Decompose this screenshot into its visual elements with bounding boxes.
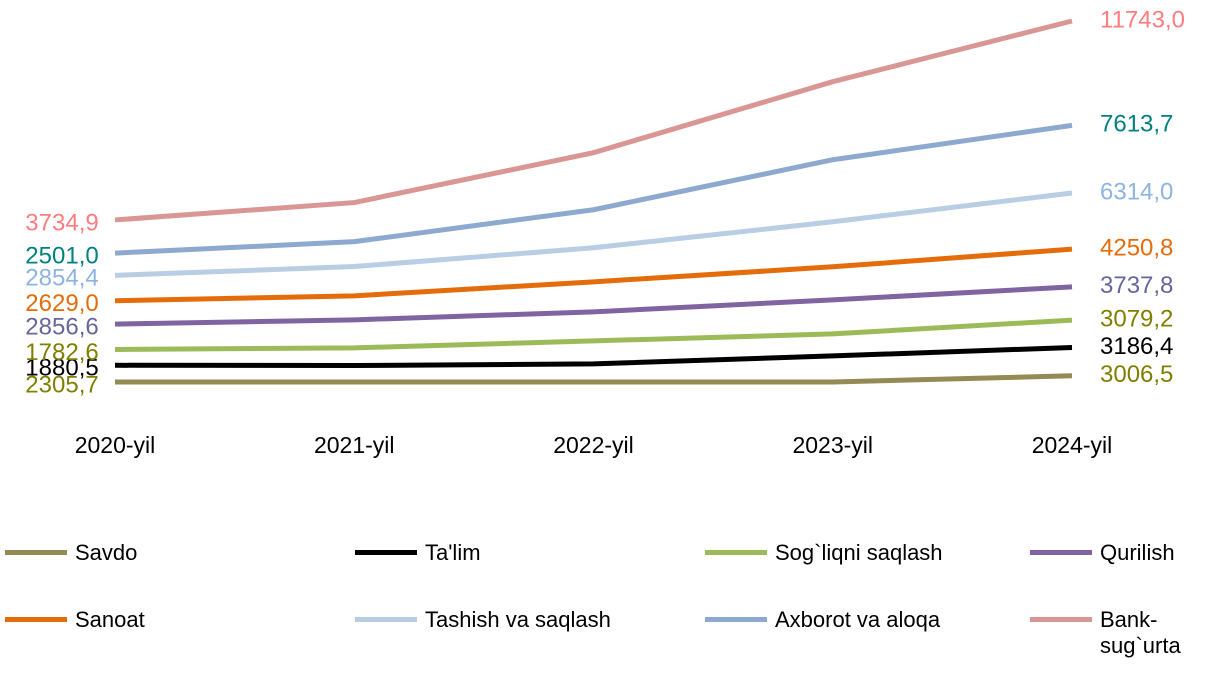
data-label: 2854,4 bbox=[25, 265, 98, 292]
series-line bbox=[114, 18, 1073, 223]
legend-swatch bbox=[355, 550, 417, 555]
data-label: 2629,0 bbox=[25, 290, 98, 317]
data-label: 1782,6 bbox=[25, 339, 98, 366]
legend-label: Savdo bbox=[75, 540, 138, 565]
series-line bbox=[114, 373, 1073, 385]
x-tick-label: 2020-yil bbox=[75, 432, 156, 458]
legend-item: Bank-sug`urta bbox=[1030, 607, 1220, 658]
data-label: 7613,7 bbox=[1100, 111, 1173, 138]
legend-swatch bbox=[1030, 550, 1092, 555]
legend-item: Savdo bbox=[5, 540, 325, 580]
data-label: 3079,2 bbox=[1100, 305, 1173, 332]
legend-item: Sanoat bbox=[5, 607, 325, 647]
legend-label: Ta'lim bbox=[425, 540, 481, 565]
x-tick-label: 2024-yil bbox=[1032, 432, 1113, 458]
legend-swatch bbox=[355, 617, 417, 622]
data-label: 3186,4 bbox=[1100, 333, 1173, 360]
x-tick-label: 2021-yil bbox=[314, 432, 395, 458]
series-line bbox=[114, 284, 1073, 327]
legend-swatch bbox=[1030, 617, 1092, 622]
legend-label: Bank-sug`urta bbox=[1100, 607, 1181, 658]
data-label: 2856,6 bbox=[25, 313, 98, 340]
legend-item: Qurilish bbox=[1030, 540, 1220, 580]
series-line bbox=[114, 190, 1073, 278]
legend-swatch bbox=[5, 617, 67, 622]
series-line bbox=[114, 122, 1073, 256]
legend-label: Qurilish bbox=[1100, 540, 1175, 565]
x-tick-label: 2022-yil bbox=[553, 432, 634, 458]
series-line bbox=[114, 344, 1073, 369]
data-label: 3737,8 bbox=[1100, 272, 1173, 299]
data-label: 2501,0 bbox=[25, 242, 98, 269]
legend-swatch bbox=[705, 550, 767, 555]
data-label: 3734,9 bbox=[25, 209, 98, 236]
legend-label: Axborot va aloqa bbox=[775, 607, 941, 632]
legend-label: Tashish va saqlash bbox=[425, 607, 611, 632]
x-tick-label: 2023-yil bbox=[792, 432, 873, 458]
legend-item: Ta'lim bbox=[355, 540, 675, 580]
series-line bbox=[114, 246, 1073, 304]
legend-swatch bbox=[5, 550, 67, 555]
data-label: 3006,5 bbox=[1100, 361, 1173, 388]
series-line bbox=[114, 317, 1073, 352]
legend-item: Tashish va saqlash bbox=[355, 607, 675, 647]
legend-item: Sog`liqni saqlash bbox=[705, 540, 1025, 580]
data-label: 1880,5 bbox=[25, 355, 98, 382]
data-label: 4250,8 bbox=[1100, 234, 1173, 261]
data-label: 2305,7 bbox=[25, 371, 98, 398]
legend-item: Axborot va aloqa bbox=[705, 607, 1025, 647]
legend-swatch bbox=[705, 617, 767, 622]
legend-label: Sog`liqni saqlash bbox=[775, 540, 943, 565]
legend-label: Sanoat bbox=[75, 607, 145, 632]
data-label: 11743,0 bbox=[1100, 6, 1185, 33]
data-label: 6314,0 bbox=[1100, 178, 1173, 205]
